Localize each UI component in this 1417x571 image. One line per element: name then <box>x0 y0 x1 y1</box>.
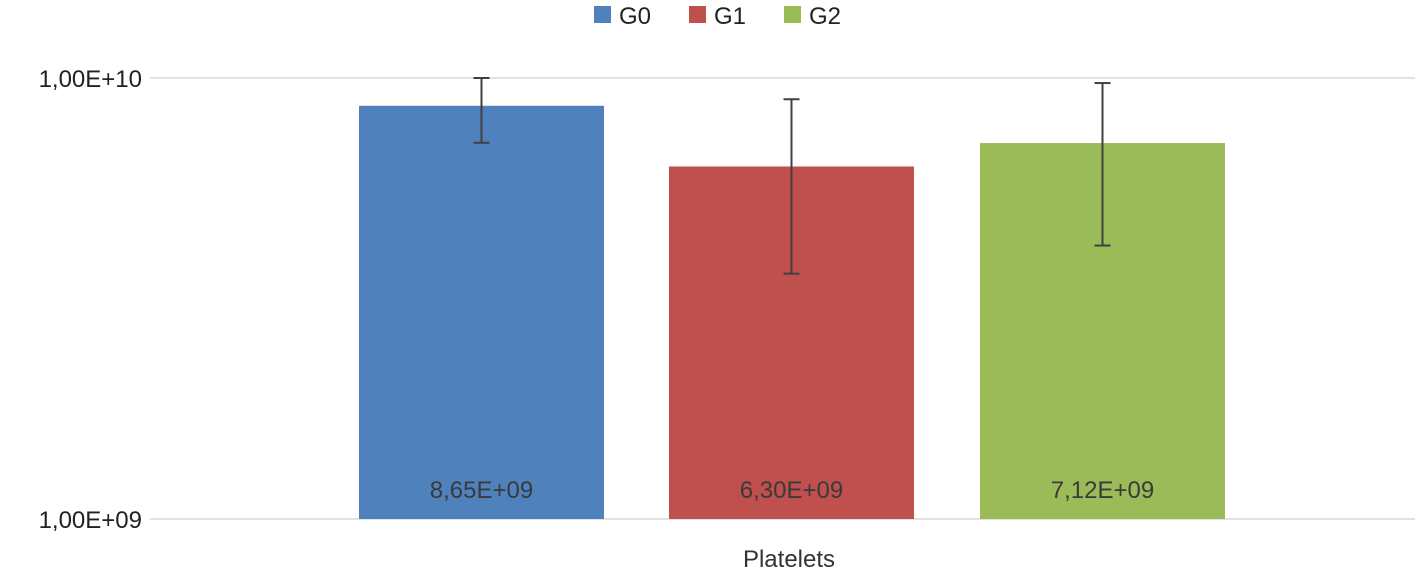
error-bar-g1 <box>783 98 800 275</box>
y-tick-label-0: 1,00E+09 <box>39 507 142 534</box>
legend-label-g1: G1 <box>714 3 746 30</box>
error-bars <box>473 77 1111 275</box>
data-label-g0: 8,65E+09 <box>430 477 533 504</box>
legend-item-g2: G2 <box>784 3 841 30</box>
legend-swatch-g1 <box>689 6 706 23</box>
error-bar-g0 <box>473 77 490 144</box>
legend-label-g2: G2 <box>809 3 841 30</box>
data-labels: 8,65E+09 6,30E+09 7,12E+09 <box>430 477 1154 504</box>
data-label-g1: 6,30E+09 <box>740 477 843 504</box>
legend: G0 G1 G2 <box>594 3 841 30</box>
bar-g0 <box>359 105 604 520</box>
y-axis-tick-labels: 1,00E+09 1,00E+10 <box>39 66 142 534</box>
x-axis-category-labels: Platelets <box>743 546 835 571</box>
legend-swatch-g2 <box>784 6 801 23</box>
y-tick-label-1: 1,00E+10 <box>39 66 142 93</box>
x-category-label: Platelets <box>743 546 835 571</box>
legend-label-g0: G0 <box>619 3 651 30</box>
data-label-g2: 7,12E+09 <box>1051 477 1154 504</box>
legend-item-g1: G1 <box>689 3 746 30</box>
legend-swatch-g0 <box>594 6 611 23</box>
error-bar-g2 <box>1094 82 1111 247</box>
legend-item-g0: G0 <box>594 3 651 30</box>
